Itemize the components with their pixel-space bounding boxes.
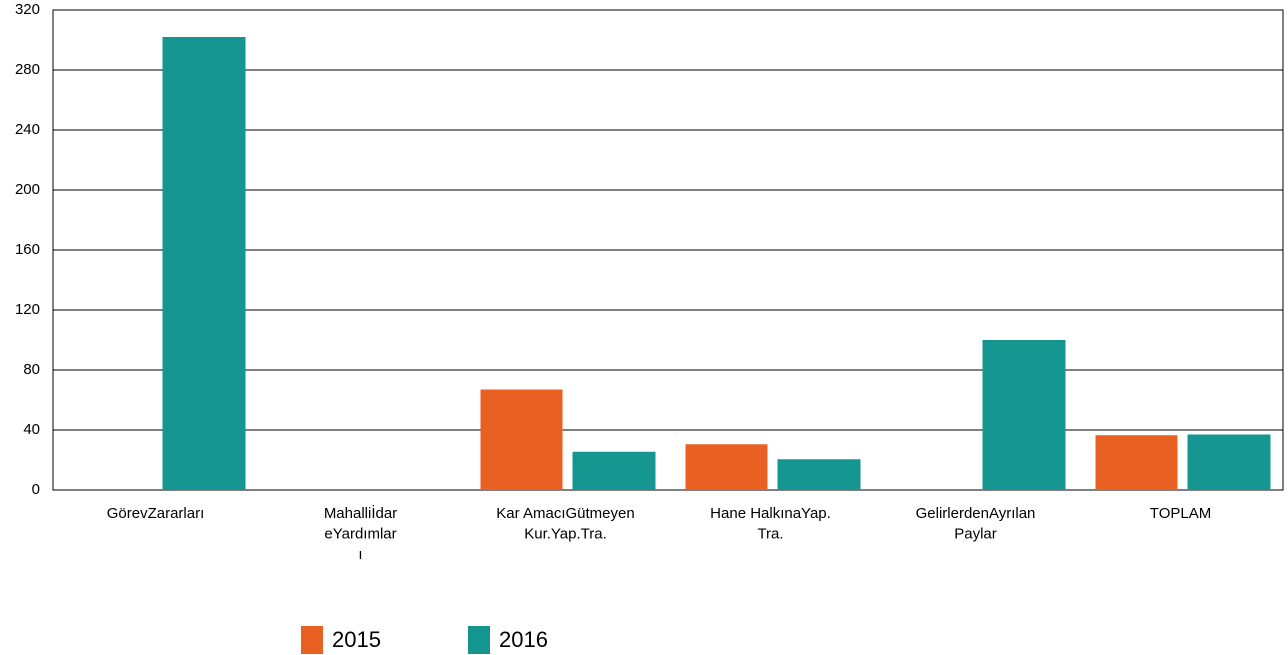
y-tick-label: 0 [32,481,40,498]
x-tick-label: GörevZararları [107,505,205,522]
bar [162,37,246,490]
bar [572,451,656,490]
y-tick-label: 240 [15,121,40,138]
y-tick-label: 280 [15,61,40,78]
bar [1187,434,1271,490]
y-tick-label: 40 [23,421,40,438]
legend-label: 2015 [332,627,381,652]
bar [982,340,1066,490]
legend-swatch [468,626,490,654]
y-tick-label: 200 [15,181,40,198]
y-tick-label: 160 [15,241,40,258]
bar [777,459,861,490]
x-tick-label: Mahalliİdar eYardımlar ı [324,504,397,563]
bar [685,444,768,490]
x-tick-label: Kar AmacıGütmeyen Kur.Yap.Tra. [496,505,634,543]
x-tick-label: TOPLAM [1150,505,1211,522]
plot-frame [52,9,1284,491]
y-tick-label: 120 [15,301,40,318]
x-tick-label: GelirlerdenAyrılan Paylar [916,505,1036,543]
x-tick-label: Hane HalkınaYap. Tra. [710,505,831,543]
legend-swatch [301,626,323,654]
y-tick-label: 320 [15,1,40,18]
legend-label: 2016 [499,627,548,652]
bar [480,389,563,490]
bar [1095,435,1178,490]
y-tick-label: 80 [23,361,40,378]
